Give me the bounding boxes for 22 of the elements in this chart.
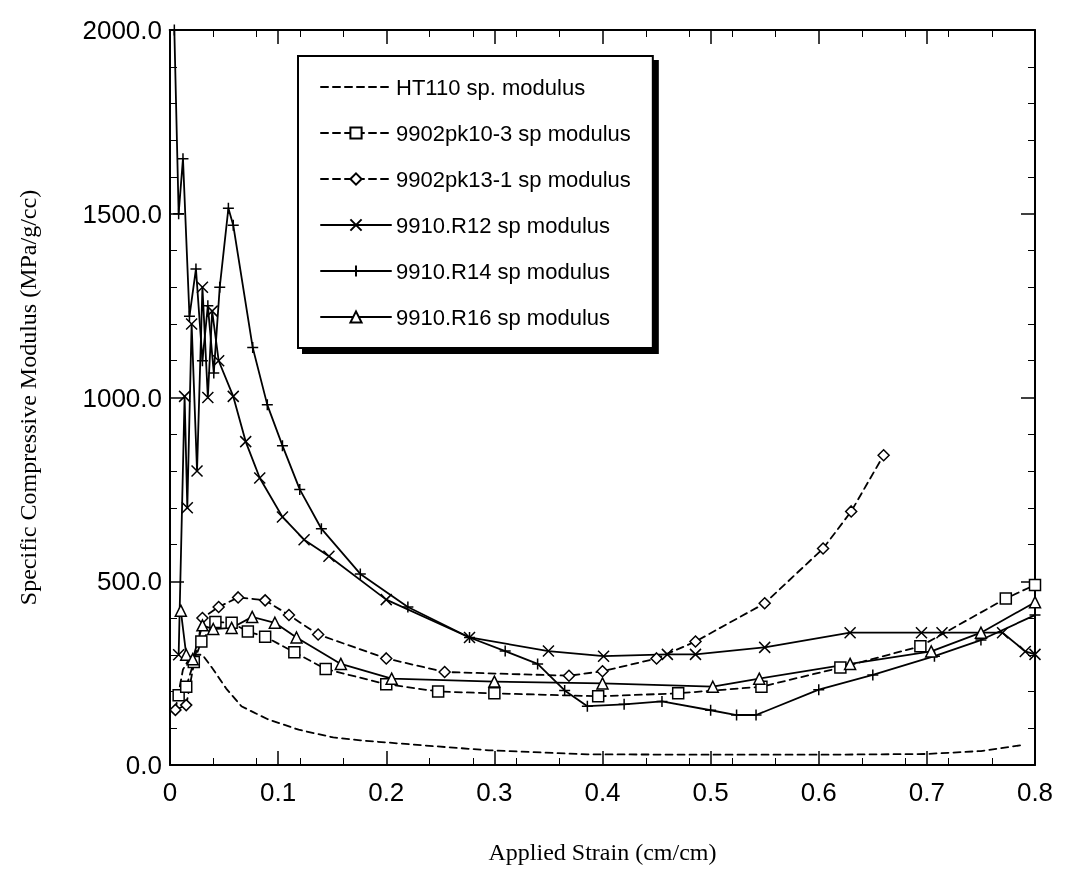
x-tick-label: 0 xyxy=(162,777,178,807)
x-tick-label: 0.8 xyxy=(1016,777,1054,807)
x-tick-label: 0.4 xyxy=(584,777,621,807)
y-tick-label: 500.0 xyxy=(96,566,162,597)
x-tick-label: 0.5 xyxy=(692,777,729,807)
x-axis-title: Applied Strain (cm/cm) xyxy=(488,839,717,865)
y-tick-label: 0.0 xyxy=(125,750,162,780)
legend-label: 9910.R12 sp modulus xyxy=(396,212,611,238)
y-tick-label: 1000.0 xyxy=(82,382,162,413)
x-tick-label: 0.7 xyxy=(908,777,945,807)
y-axis-title: Specific Compressive Modulus (MPa/g/cc) xyxy=(15,189,41,606)
legend-label: 9910.R14 sp modulus xyxy=(396,258,611,284)
legend-label: 9902pk13-1 sp modulus xyxy=(396,166,631,192)
legend-label: HT110 sp. modulus xyxy=(396,74,586,100)
x-tick-label: 0.2 xyxy=(368,777,405,807)
legend-label: 9902pk10-3 sp modulus xyxy=(396,120,631,146)
y-tick-label: 2000.0 xyxy=(82,15,162,45)
x-tick-label: 0.3 xyxy=(476,777,513,807)
x-tick-label: 0.1 xyxy=(260,777,297,807)
x-tick-label: 0.6 xyxy=(800,777,837,807)
y-tick-label: 1500.0 xyxy=(82,198,162,229)
legend-label: 9910.R16 sp modulus xyxy=(396,304,611,330)
